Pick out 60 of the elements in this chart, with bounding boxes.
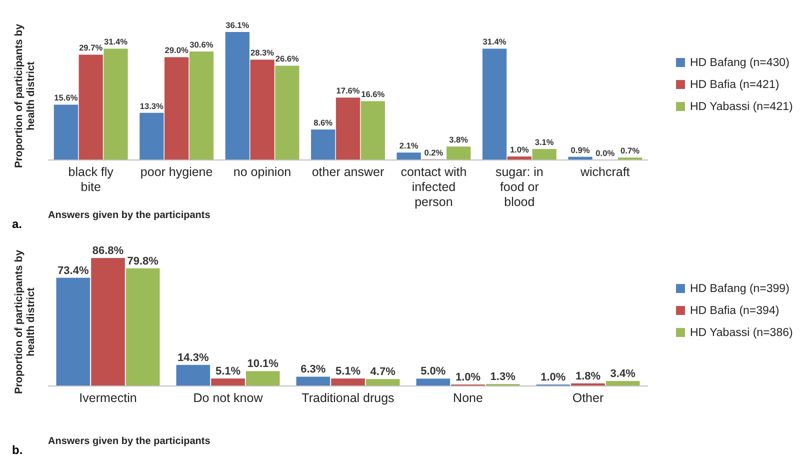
text: b. bbox=[12, 443, 23, 457]
data-label: 28.3% bbox=[250, 48, 275, 58]
data-label: 2.1% bbox=[399, 140, 419, 151]
data-label: 26.6% bbox=[275, 54, 300, 64]
x-tick-label: poor hygiene bbox=[140, 165, 213, 179]
data-label: 6.3% bbox=[300, 364, 326, 376]
text: a. bbox=[12, 217, 22, 231]
data-label: 13.3% bbox=[140, 100, 164, 111]
x-axis-title: Answers given by the participants bbox=[48, 210, 211, 221]
data-label: 5.1% bbox=[215, 365, 241, 378]
data-label: 8.6% bbox=[314, 118, 334, 128]
data-label: 1.3% bbox=[490, 371, 516, 384]
data-label: 4.7% bbox=[370, 366, 396, 378]
data-label: 1.0% bbox=[510, 144, 530, 154]
x-tick-label: sugar: in food or blood bbox=[495, 165, 544, 209]
data-label: 0.9% bbox=[570, 144, 590, 155]
data-label: 29.7% bbox=[79, 42, 104, 53]
data-label: 0.0% bbox=[596, 148, 616, 158]
data-label: 30.6% bbox=[190, 40, 214, 50]
x-tick-label: no opinion bbox=[233, 165, 292, 179]
data-label: 5.0% bbox=[420, 366, 446, 378]
x-tick-label: None bbox=[453, 391, 483, 405]
data-label: 73.4% bbox=[58, 264, 89, 277]
data-label: 16.6% bbox=[361, 89, 386, 100]
x-tick-label: wichcraft bbox=[579, 165, 630, 179]
legend-label: HD Bafang (n=430) bbox=[690, 57, 790, 69]
x-tick-label: Do not know bbox=[193, 391, 264, 405]
x-tick-label: other answer bbox=[312, 165, 384, 179]
data-label: 86.8% bbox=[92, 245, 124, 257]
legend-label: HD Yabassi (n=421) bbox=[690, 101, 793, 113]
data-label: 10.1% bbox=[247, 358, 279, 370]
data-label: 1.8% bbox=[575, 370, 601, 382]
y-axis-title: Proportion of participants by health district bbox=[13, 250, 37, 394]
legend-label: HD Bafia (n=421) bbox=[690, 79, 780, 91]
data-label: 31.4% bbox=[482, 36, 507, 47]
data-label: 1.0% bbox=[455, 372, 481, 384]
data-label: 31.4% bbox=[104, 36, 128, 47]
data-label: 17.6% bbox=[336, 86, 360, 96]
x-tick-label: black fly bite bbox=[68, 165, 114, 194]
data-label: 14.3% bbox=[178, 352, 209, 364]
data-label: 29.0% bbox=[164, 45, 189, 56]
data-label: 1.0% bbox=[540, 372, 566, 384]
legend-label: HD Bafang (n=399) bbox=[690, 283, 790, 295]
data-label: 5.1% bbox=[335, 365, 361, 378]
data-label: 79.8% bbox=[127, 255, 159, 268]
data-label: 3.4% bbox=[610, 368, 636, 380]
x-tick-label: Other bbox=[572, 391, 604, 405]
data-label: 0.2% bbox=[424, 147, 444, 158]
x-tick-label: Traditional drugs bbox=[302, 391, 394, 405]
x-tick-label: Ivermectin bbox=[79, 391, 137, 405]
data-label: 3.1% bbox=[534, 137, 554, 148]
legend-label: HD Yabassi (n=386) bbox=[690, 327, 793, 339]
data-label: 3.8% bbox=[449, 134, 469, 145]
legend-label: HD Bafia (n=394) bbox=[690, 305, 780, 317]
data-label: 15.6% bbox=[54, 92, 78, 103]
y-axis-title: Proportion of participants by health district bbox=[13, 24, 37, 168]
x-tick-label: contact with infected person bbox=[400, 165, 467, 209]
data-label: 36.1% bbox=[226, 20, 250, 30]
data-label: 0.7% bbox=[620, 146, 640, 156]
x-axis-title: Answers given by the participants bbox=[48, 436, 211, 447]
